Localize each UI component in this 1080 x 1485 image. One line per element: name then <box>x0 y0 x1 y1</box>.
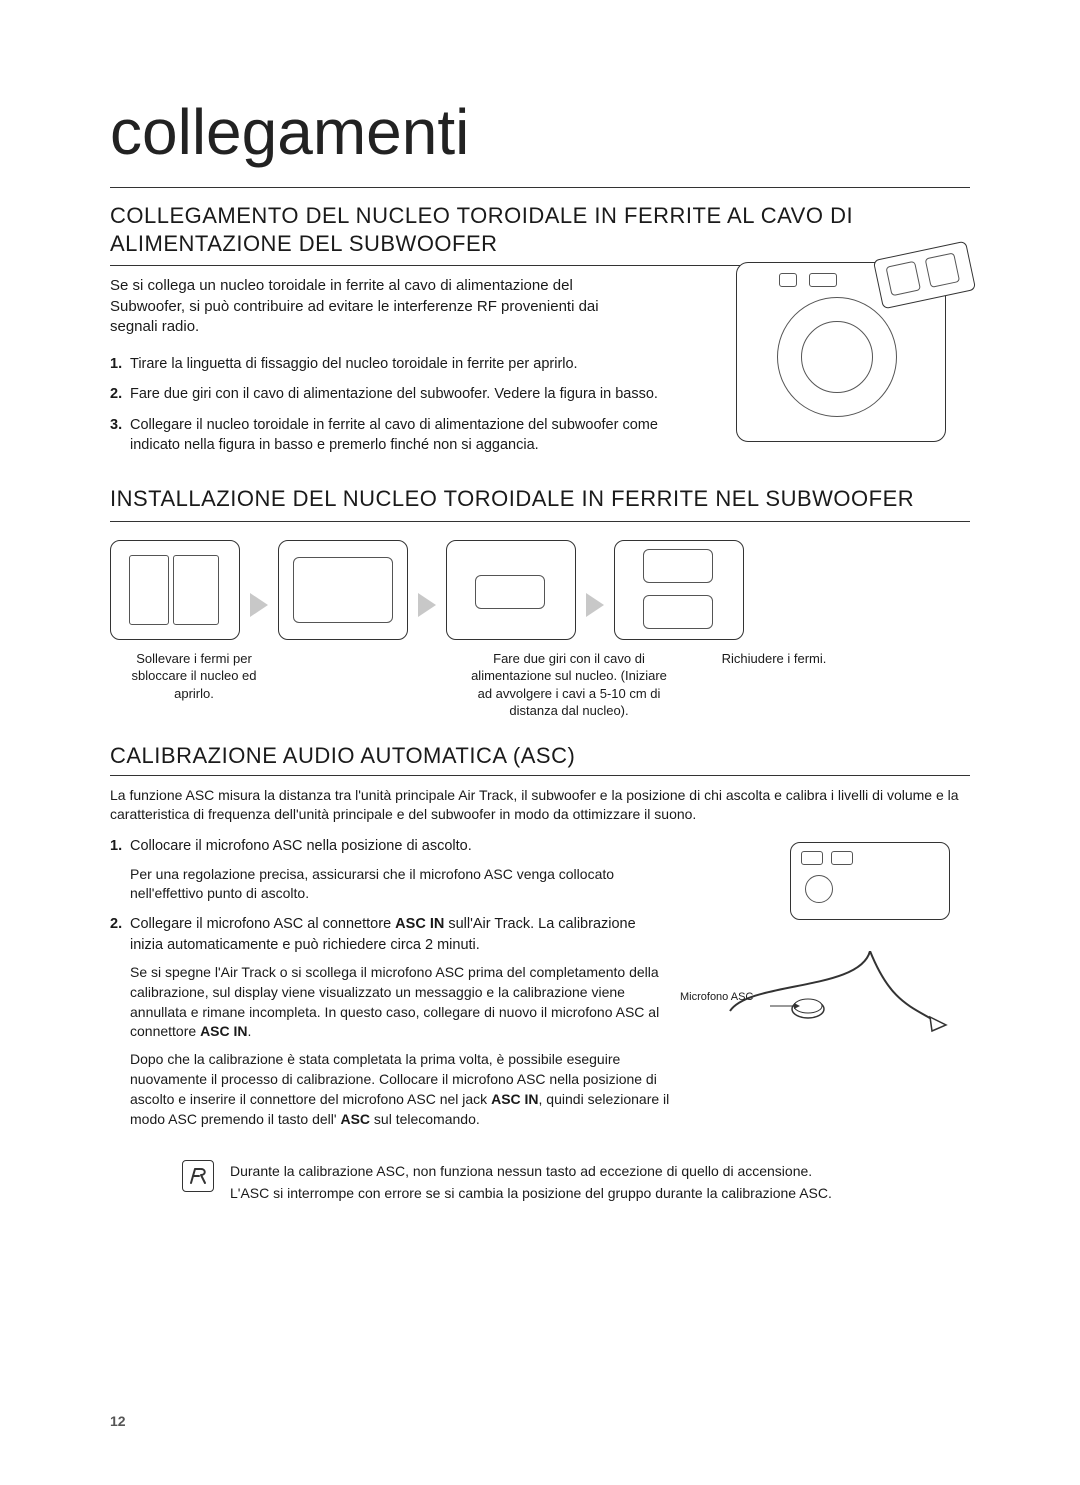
airtrack-rear-figure <box>790 842 950 920</box>
note-block: Durante la calibrazione ASC, non funzion… <box>110 1160 970 1205</box>
section1-heading: COLLEGAMENTO DEL NUCLEO TOROIDALE IN FER… <box>110 202 970 257</box>
ferrite-caption-1: Sollevare i fermi per sbloccare il nucle… <box>110 650 278 720</box>
section3-step: Collegare il microfono ASC al connettore… <box>110 914 670 1130</box>
ferrite-caption-2: Fare due giri con il cavo di alimentazio… <box>464 650 674 720</box>
ferrite-captions: Sollevare i fermi per sbloccare il nucle… <box>110 650 970 720</box>
section1-intro: Se si collega un nucleo toroidale in fer… <box>110 276 650 338</box>
section2-heading: INSTALLAZIONE DEL NUCLEO TOROIDALE IN FE… <box>110 485 970 513</box>
step-text: Collocare il microfono ASC nella posizio… <box>130 838 472 854</box>
section1-step: Tirare la linguetta di fissaggio del nuc… <box>110 354 680 374</box>
section1-step: Collegare il nucleo toroidale in ferrite… <box>110 415 680 456</box>
bold-term: ASC IN <box>200 1023 247 1039</box>
divider <box>110 521 970 522</box>
ferrite-caption-3: Richiudere i fermi. <box>694 650 854 720</box>
arrow-icon <box>586 593 604 617</box>
note-line: Durante la calibrazione ASC, non funzion… <box>230 1160 832 1182</box>
note-line: L'ASC si interrompe con errore se si cam… <box>230 1182 832 1204</box>
arrow-icon <box>418 593 436 617</box>
section3-step: Collocare il microfono ASC nella posizio… <box>110 836 670 904</box>
divider <box>110 775 970 776</box>
ferrite-step1-figure <box>110 540 240 640</box>
bold-term: ASC IN <box>395 916 444 932</box>
ferrite-step4-figure <box>614 540 744 640</box>
asc-figure: Microfono ASC <box>690 836 950 1056</box>
section3-intro: La funzione ASC misura la distanza tra l… <box>110 786 970 824</box>
step-sub: Se si spegne l'Air Track o si scollega i… <box>130 963 670 1043</box>
section3-heading: CALIBRAZIONE AUDIO AUTOMATICA (ASC) <box>110 742 970 770</box>
section1-step: Fare due giri con il cavo di alimentazio… <box>110 384 680 404</box>
section3-steps: Collocare il microfono ASC nella posizio… <box>110 836 670 1130</box>
ferrite-step2-figure <box>278 540 408 640</box>
bold-term: ASC IN <box>491 1091 538 1107</box>
page-title: collegamenti <box>110 95 970 169</box>
step-sub: Dopo che la calibrazione è stata complet… <box>130 1050 670 1130</box>
step-text: Collegare il microfono ASC al connettore <box>130 916 395 932</box>
page-number: 12 <box>110 1413 126 1429</box>
asc-mic-label: Microfono ASC <box>680 991 753 1003</box>
note-icon <box>182 1160 214 1192</box>
divider <box>110 187 970 188</box>
ferrite-install-figures <box>110 540 970 640</box>
bold-term: ASC <box>340 1111 370 1127</box>
arrow-icon <box>250 593 268 617</box>
note-text: Durante la calibrazione ASC, non funzion… <box>230 1160 832 1205</box>
ferrite-step3-figure <box>446 540 576 640</box>
step-sub: Per una regolazione precisa, assicurarsi… <box>130 865 670 905</box>
